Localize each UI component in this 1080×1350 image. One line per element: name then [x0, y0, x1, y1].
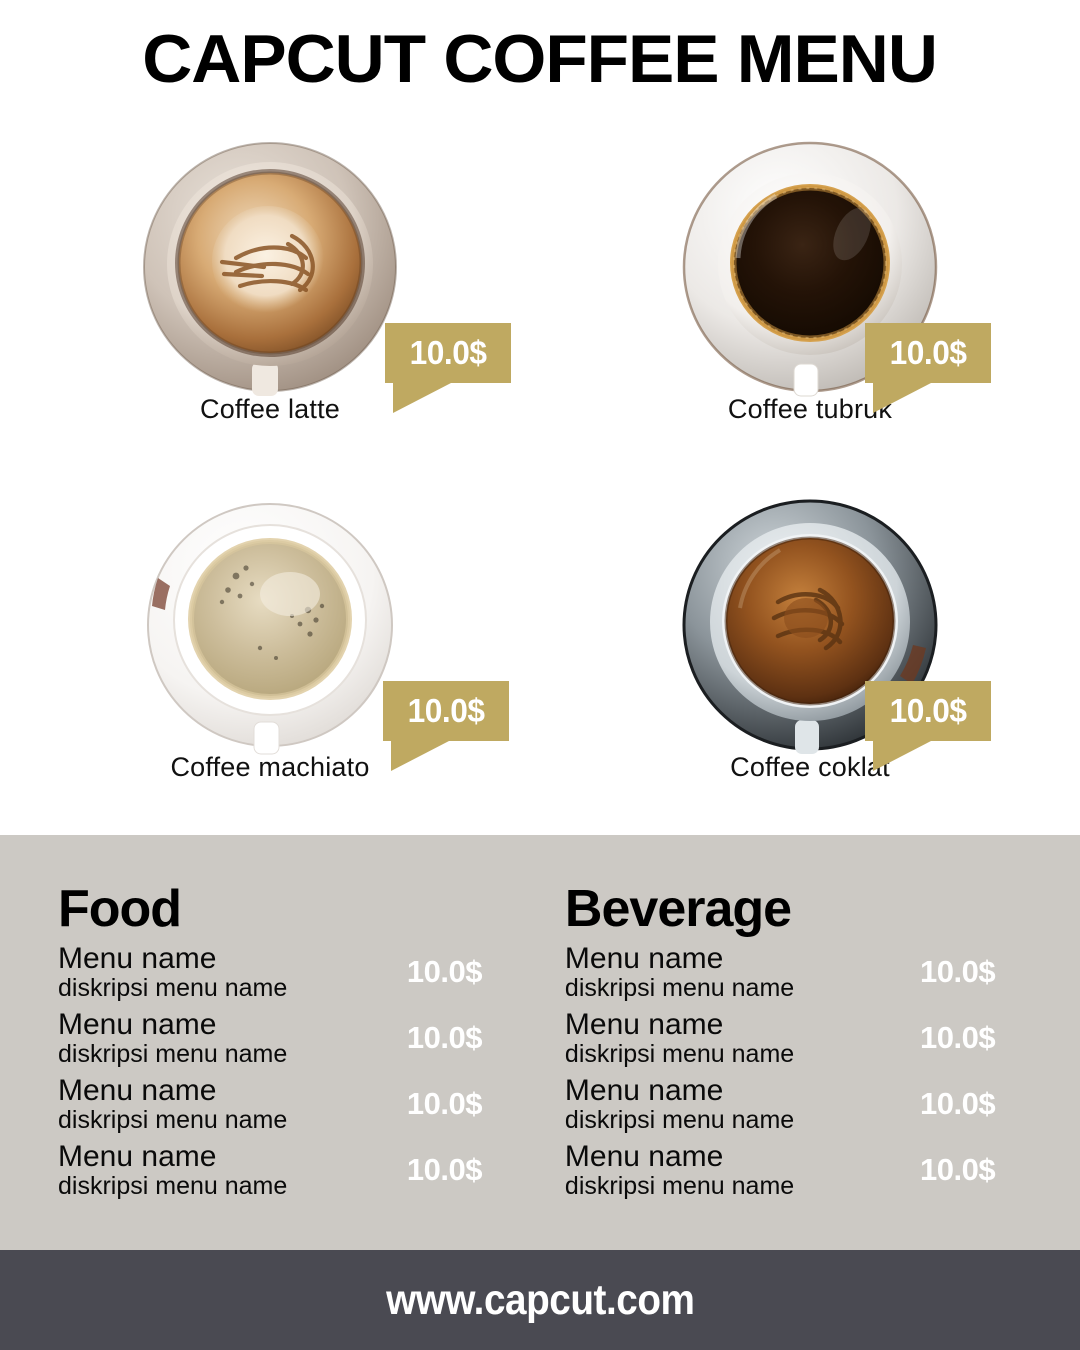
price-amount: 10.0$	[889, 692, 967, 729]
menu-row-text: Menu name diskripsi menu name	[58, 943, 387, 1001]
menu-row[interactable]: Menu name diskripsi menu name 10.0$	[565, 1073, 1040, 1135]
menu-item-name: Menu name	[58, 1073, 217, 1107]
menu-item-price: 10.0$	[406, 1152, 483, 1187]
menu-item-price: 10.0$	[920, 1152, 996, 1187]
menu-row[interactable]: Menu name diskripsi menu name 10.0$	[58, 1007, 537, 1069]
menu-row[interactable]: Menu name diskripsi menu name 10.0$	[58, 941, 537, 1003]
menu-row-text: Menu name diskripsi menu name	[565, 1141, 900, 1199]
price-amount: 10.0$	[407, 692, 485, 729]
menu-row[interactable]: Menu name diskripsi menu name 10.0$	[565, 941, 1040, 1003]
menu-item-description: diskripsi menu name	[58, 1039, 288, 1068]
menu-item-description: diskripsi menu name	[564, 1105, 795, 1134]
menu-row-text: Menu name diskripsi menu name	[58, 1009, 387, 1067]
menu-row-text: Menu name diskripsi menu name	[565, 1075, 900, 1133]
coffee-item-label: Coffee latte	[200, 394, 340, 424]
menu-item-description: diskripsi menu name	[58, 973, 288, 1002]
price-tag: 10.0$	[385, 323, 511, 413]
menu-item-price: 10.0$	[406, 1020, 483, 1055]
coffee-item-card[interactable]: Coffee coklat 10.0$	[540, 476, 1080, 834]
menu-row[interactable]: Menu name diskripsi menu name 10.0$	[565, 1139, 1040, 1201]
menu-panel: Food Menu name diskripsi menu name 10.0$…	[0, 835, 1080, 1250]
cup-latte-top-view-icon	[140, 140, 400, 398]
menu-row-text: Menu name diskripsi menu name	[565, 943, 900, 1001]
menu-item-name: Menu name	[58, 941, 217, 975]
menu-item-name: Menu name	[58, 1007, 217, 1041]
coffee-item-label: Coffee tubruk	[727, 394, 893, 424]
menu-item-price: 10.0$	[406, 954, 483, 989]
menu-item-name: Menu name	[564, 941, 724, 975]
section-title: Beverage	[564, 880, 792, 938]
coffee-item-card[interactable]: Coffee machiato 10.0$	[0, 476, 540, 834]
menu-row[interactable]: Menu name diskripsi menu name 10.0$	[565, 1007, 1040, 1069]
cup-chocolate-top-view-icon	[680, 498, 940, 756]
menu-item-name: Menu name	[58, 1139, 217, 1173]
website-url[interactable]: www.capcut.com	[385, 1275, 695, 1324]
menu-item-price: 10.0$	[920, 1020, 996, 1055]
menu-item-name: Menu name	[564, 1073, 724, 1107]
coffee-item-card[interactable]: Coffee tubruk 10.0$	[540, 118, 1080, 476]
menu-row-text: Menu name diskripsi menu name	[58, 1075, 387, 1133]
menu-item-price: 10.0$	[920, 1086, 996, 1121]
price-amount: 10.0$	[889, 334, 967, 371]
coffee-items-grid: Coffee latte 10.0$	[0, 118, 1080, 835]
coffee-item-label: Coffee machiato	[170, 752, 370, 782]
menu-item-name: Menu name	[564, 1007, 724, 1041]
menu-section-food: Food Menu name diskripsi menu name 10.0$…	[58, 883, 537, 1201]
price-tag: 10.0$	[865, 323, 991, 413]
price-amount: 10.0$	[409, 334, 487, 371]
menu-item-description: diskripsi menu name	[564, 973, 795, 1002]
coffee-item-label: Coffee coklat	[730, 752, 890, 782]
menu-row-text: Menu name diskripsi menu name	[565, 1009, 900, 1067]
menu-row-text: Menu name diskripsi menu name	[58, 1141, 387, 1199]
menu-row[interactable]: Menu name diskripsi menu name 10.0$	[58, 1073, 537, 1135]
section-title: Food	[58, 880, 182, 938]
menu-item-price: 10.0$	[406, 1086, 483, 1121]
menu-item-description: diskripsi menu name	[564, 1039, 795, 1068]
menu-item-description: diskripsi menu name	[58, 1171, 288, 1200]
cup-machiato-top-view-icon	[140, 498, 400, 756]
menu-section-beverage: Beverage Menu name diskripsi menu name 1…	[561, 883, 1040, 1201]
header: CAPCUT COFFEE MENU	[0, 0, 1080, 118]
footer: www.capcut.com	[0, 1250, 1080, 1350]
page-title: CAPCUT COFFEE MENU	[142, 21, 939, 97]
menu-item-price: 10.0$	[920, 954, 996, 989]
menu-item-description: diskripsi menu name	[58, 1105, 288, 1134]
price-tag: 10.0$	[383, 681, 509, 771]
menu-row[interactable]: Menu name diskripsi menu name 10.0$	[58, 1139, 537, 1201]
menu-item-description: diskripsi menu name	[564, 1171, 795, 1200]
menu-item-name: Menu name	[564, 1139, 724, 1173]
price-tag: 10.0$	[865, 681, 991, 771]
coffee-item-card[interactable]: Coffee latte 10.0$	[0, 118, 540, 476]
